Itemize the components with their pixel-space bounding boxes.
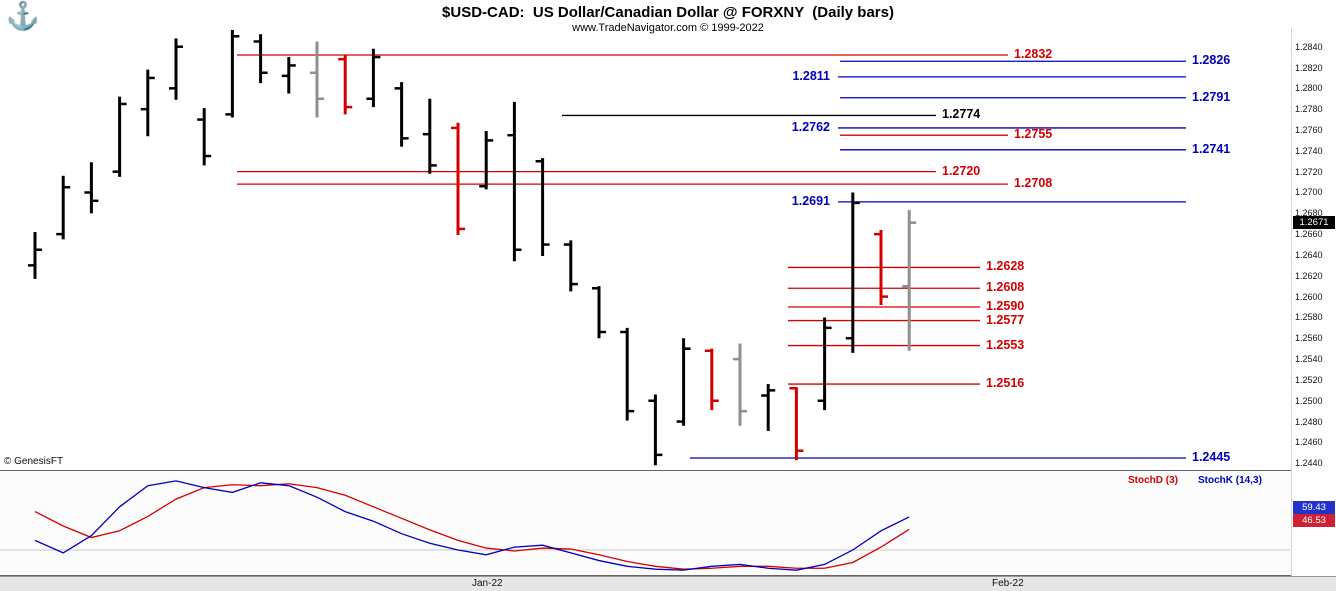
stoch-k-line	[34, 480, 910, 571]
time-axis[interactable]	[0, 576, 1336, 591]
price-axis[interactable]: 1.2840 1.2820 1.2800 1.2780 1.2760 1.2740 1.27…	[1295, 0, 1336, 470]
stoch-k-value-badge: 59.43	[1293, 501, 1335, 514]
level-label-1.2590[interactable]: 1.2590	[986, 299, 1025, 314]
level-label-1.2608[interactable]: 1.2608	[986, 280, 1025, 295]
axis-divider	[1291, 28, 1292, 576]
level-label-1.2553[interactable]: 1.2553	[986, 337, 1025, 352]
chart-subtitle: www.TradeNavigator.com © 1999-2022	[572, 22, 764, 34]
y-axis-tick: 1.2700	[1295, 187, 1323, 198]
level-label-1.2755[interactable]: 1.2755	[1014, 127, 1053, 142]
last-price-badge: 1.2671	[1293, 216, 1335, 229]
y-axis-tick: 1.2820	[1295, 62, 1323, 73]
y-axis-tick: 1.2760	[1295, 125, 1323, 135]
x-axis-label-jan-22: Jan-22	[472, 578, 503, 589]
stoch-d-indicator-label[interactable]: StochD (3)	[1128, 475, 1178, 486]
level-label-1.2720[interactable]: 1.2720	[942, 163, 981, 178]
y-axis-tick: 1.2580	[1295, 312, 1323, 323]
level-label-1.2774[interactable]: 1.2774	[942, 107, 981, 122]
y-axis-tick: 1.2440	[1295, 458, 1323, 469]
level-label-1.2516[interactable]: 1.2516	[986, 376, 1025, 391]
y-axis-tick: 1.2680	[1295, 208, 1323, 219]
level-label-1.2445[interactable]: 1.2445	[1192, 450, 1231, 464]
y-axis-tick: 1.2460	[1295, 437, 1323, 448]
y-axis-tick: 1.2500	[1295, 395, 1323, 406]
level-label-1.2628[interactable]: 1.2628	[986, 259, 1025, 274]
stoch-d-line	[34, 483, 910, 570]
level-label-1.2708[interactable]: 1.2708	[1014, 176, 1053, 191]
y-axis-tick: 1.2520	[1295, 374, 1323, 385]
y-axis-tick: 1.2620	[1295, 270, 1323, 281]
level-label-1.2811[interactable]: 1.2811	[792, 68, 830, 83]
chart-title: $USD-CAD: US Dollar/Canadian Dollar @ FO…	[442, 4, 894, 21]
genesis-watermark: © GenesisFT	[4, 456, 64, 467]
level-label-1.2791[interactable]: 1.2791	[1192, 89, 1231, 104]
x-axis-label-feb-22: Feb-22	[992, 578, 1024, 589]
level-label-1.2691[interactable]: 1.2691	[791, 193, 830, 208]
level-label-1.2577[interactable]: 1.2577	[986, 312, 1025, 327]
anchor-logo-icon: ⚓	[6, 1, 40, 31]
y-axis-tick: 1.2600	[1295, 291, 1323, 302]
y-axis-tick: 1.2720	[1295, 166, 1323, 177]
y-axis-tick: 1.2560	[1295, 333, 1323, 344]
stoch-k-indicator-label[interactable]: StochK (14,3)	[1198, 475, 1262, 486]
level-label-1.2741[interactable]: 1.2741	[1192, 141, 1231, 156]
stoch-d-value-badge: 46.53	[1293, 514, 1335, 527]
y-axis-tick: 1.2640	[1295, 249, 1323, 260]
y-axis-tick: 1.2840	[1295, 41, 1323, 52]
y-axis-tick: 1.2740	[1295, 145, 1323, 156]
y-axis-tick: 1.2800	[1295, 83, 1323, 94]
y-axis-tick: 1.2660	[1295, 229, 1323, 240]
y-axis-tick: 1.2780	[1295, 104, 1323, 115]
y-axis-tick: 1.2540	[1295, 354, 1323, 365]
level-label-1.2832[interactable]: 1.2832	[1014, 47, 1053, 62]
stochastic-panel[interactable]	[0, 470, 1292, 576]
level-label-1.2826[interactable]: 1.2826	[1192, 53, 1231, 68]
level-label-1.2762[interactable]: 1.2762	[791, 119, 830, 134]
y-axis-tick: 1.2480	[1295, 416, 1323, 427]
